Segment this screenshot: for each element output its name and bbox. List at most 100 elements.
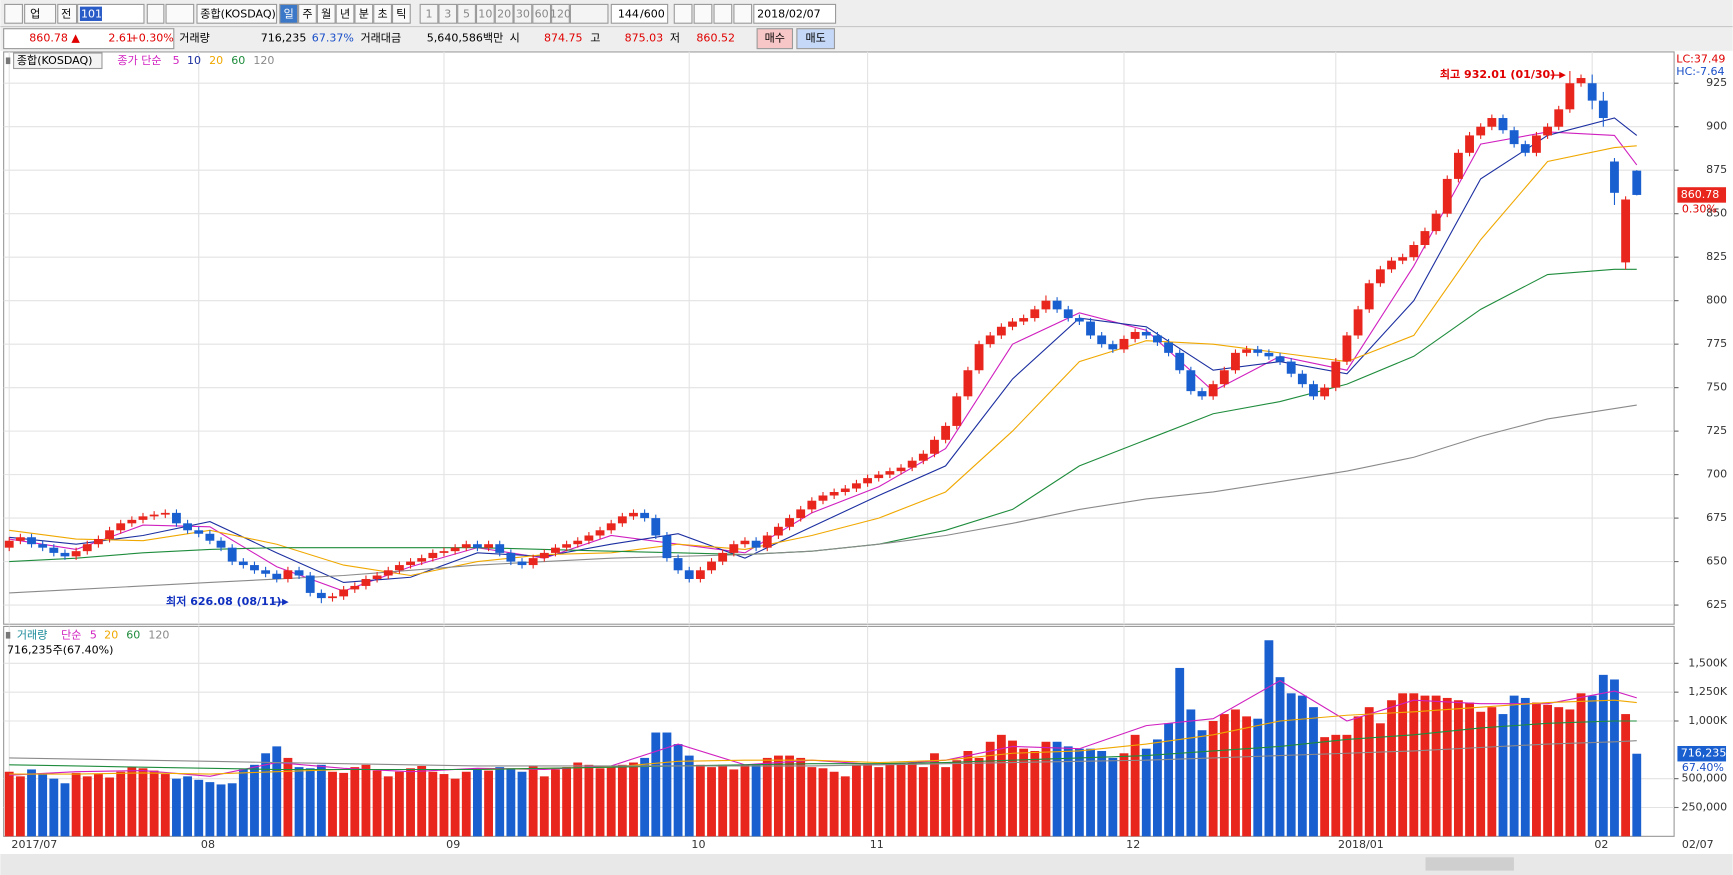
quote-open-label: 시 [510,32,520,45]
sell-button[interactable] [796,28,836,50]
period-button[interactable] [354,3,374,24]
volume-bar [885,764,895,837]
count-max: /600 [640,7,665,20]
volume-bar [261,753,271,837]
period-button[interactable] [316,3,336,24]
candle-body [1487,118,1497,127]
volume-bar [1364,707,1374,837]
menu-button[interactable] [4,3,23,24]
candle-body [1320,387,1330,397]
period-button[interactable] [279,3,299,24]
volume-bar [172,778,181,837]
candle-body [684,570,694,579]
candle-body [1598,100,1608,119]
tool-icon[interactable] [673,3,693,24]
sound-button[interactable] [165,3,195,24]
period-button[interactable] [373,3,392,24]
candle-body [1019,318,1029,322]
legend-entry: 20 [104,628,118,641]
candle-body [149,514,159,517]
interval-button[interactable] [532,3,552,24]
period-button[interactable] [298,3,317,24]
period-label: 년 [340,7,350,20]
instrument-name: 종합(KOSDAQ) [200,7,276,20]
candle-body [417,558,427,562]
volume-bar [840,776,850,837]
buy-button[interactable] [756,28,794,50]
volume-bar [528,765,538,837]
candle-body [1520,144,1530,153]
interval-label: 3 [444,7,451,20]
volume-bar [517,771,527,837]
volume-bar [684,755,694,837]
volume-bar [707,767,716,837]
interval-button[interactable] [438,3,458,24]
volume-bar [1565,709,1575,837]
candle-body [1264,352,1274,357]
last-volume-box [1677,745,1727,762]
candle-body [283,570,293,579]
interval-button[interactable] [494,3,514,24]
period-button[interactable] [335,3,355,24]
candle-body [93,538,103,545]
count-text: 144 [618,7,639,20]
volume-bar [595,768,605,837]
tool-icon[interactable] [733,3,753,24]
interval-button[interactable] [475,3,495,24]
candle-body [1420,231,1430,246]
interval-button[interactable] [457,3,476,24]
candle-body [662,535,672,559]
legend-entry: 20 [209,54,223,67]
scrollbar[interactable] [0,854,1733,875]
volume-bar [829,771,839,837]
interval-button[interactable] [551,3,570,24]
candle-body [1086,321,1095,336]
interval-dropdown[interactable] [569,3,609,24]
scroll-thumb[interactable] [1425,857,1514,871]
search-button[interactable] [146,3,165,24]
candle-body [506,552,516,562]
candle-body [1242,349,1252,353]
period-button[interactable] [391,3,411,24]
volume-bar [606,767,616,837]
volume-bar [1554,707,1564,837]
volume-bar [250,764,259,837]
date-box[interactable] [753,3,837,24]
volume-bar [1108,757,1118,837]
quote-box [3,28,175,50]
interval-label: 5 [463,7,470,20]
interval-button[interactable] [419,3,439,24]
market-select[interactable] [24,3,57,24]
tool-icon[interactable] [693,3,713,24]
volume-bar [1442,697,1452,837]
mode-button[interactable] [57,3,78,24]
legend-marker [5,57,11,65]
candle-body [729,544,739,553]
last-volume-label: 716,235 [1681,747,1727,760]
count-box[interactable] [610,3,669,24]
volume-bar [1208,720,1218,837]
candle-body [1186,370,1196,392]
volume-bar [1086,748,1095,837]
candle-body [339,589,349,597]
candle-body [205,533,215,541]
volume-bar [1242,716,1252,837]
period-label: 월 [321,7,331,20]
candle-body [194,530,204,534]
volume-bar [640,757,650,837]
quote-high-label: 고 [590,32,600,45]
high-annotation: 최고 932.01 (01/30) [1440,67,1555,81]
tool-icon[interactable] [713,3,733,24]
candle-body [261,570,271,574]
volume-bar [1576,693,1586,837]
candle-body [1398,257,1408,261]
sell-label: 매도 [806,32,826,45]
volume-bar [963,750,973,837]
candle-body [272,573,282,579]
volume-bar [918,767,928,837]
volume-bar [1598,674,1608,837]
x-tick-label: 10 [691,838,705,851]
volume-bar [49,778,59,837]
candle-body [372,575,382,579]
interval-button[interactable] [513,3,533,24]
